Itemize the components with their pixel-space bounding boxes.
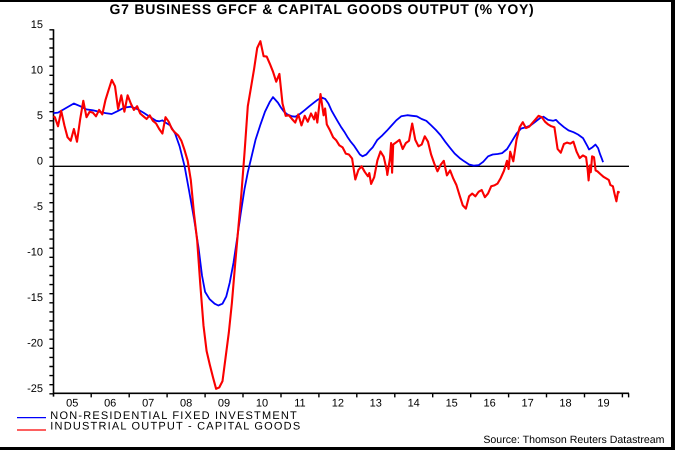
svg-text:-5: -5 xyxy=(33,201,43,213)
svg-text:17: 17 xyxy=(521,398,533,410)
svg-text:-20: -20 xyxy=(27,338,43,350)
svg-text:-10: -10 xyxy=(27,247,43,259)
svg-text:10: 10 xyxy=(31,65,43,77)
svg-text:05: 05 xyxy=(66,398,78,410)
svg-text:G7 BUSINESS GFCF & CAPITAL GOO: G7 BUSINESS GFCF & CAPITAL GOODS OUTPUT … xyxy=(110,1,535,17)
svg-text:18: 18 xyxy=(559,398,571,410)
svg-text:Source: Thomson Reuters Datast: Source: Thomson Reuters Datastream xyxy=(483,434,664,446)
svg-text:10: 10 xyxy=(256,398,268,410)
svg-text:07: 07 xyxy=(142,398,154,410)
svg-text:11: 11 xyxy=(294,398,305,410)
svg-text:09: 09 xyxy=(218,398,230,410)
svg-text:15: 15 xyxy=(446,398,458,410)
svg-text:14: 14 xyxy=(408,398,420,410)
svg-text:NON-RESIDENTIAL FIXED INVESTME: NON-RESIDENTIAL FIXED INVESTMENT xyxy=(50,410,298,422)
svg-text:-15: -15 xyxy=(27,292,43,304)
svg-text:INDUSTRIAL OUTPUT - CAPITAL GO: INDUSTRIAL OUTPUT - CAPITAL GOODS xyxy=(50,421,301,433)
svg-text:-25: -25 xyxy=(27,383,43,395)
svg-text:12: 12 xyxy=(332,398,344,410)
svg-text:5: 5 xyxy=(37,110,43,122)
svg-text:16: 16 xyxy=(483,398,495,410)
svg-text:19: 19 xyxy=(597,398,609,410)
svg-text:0: 0 xyxy=(37,156,43,168)
svg-text:15: 15 xyxy=(31,19,43,31)
svg-text:13: 13 xyxy=(370,398,382,410)
svg-text:08: 08 xyxy=(180,398,192,410)
svg-text:06: 06 xyxy=(104,398,116,410)
